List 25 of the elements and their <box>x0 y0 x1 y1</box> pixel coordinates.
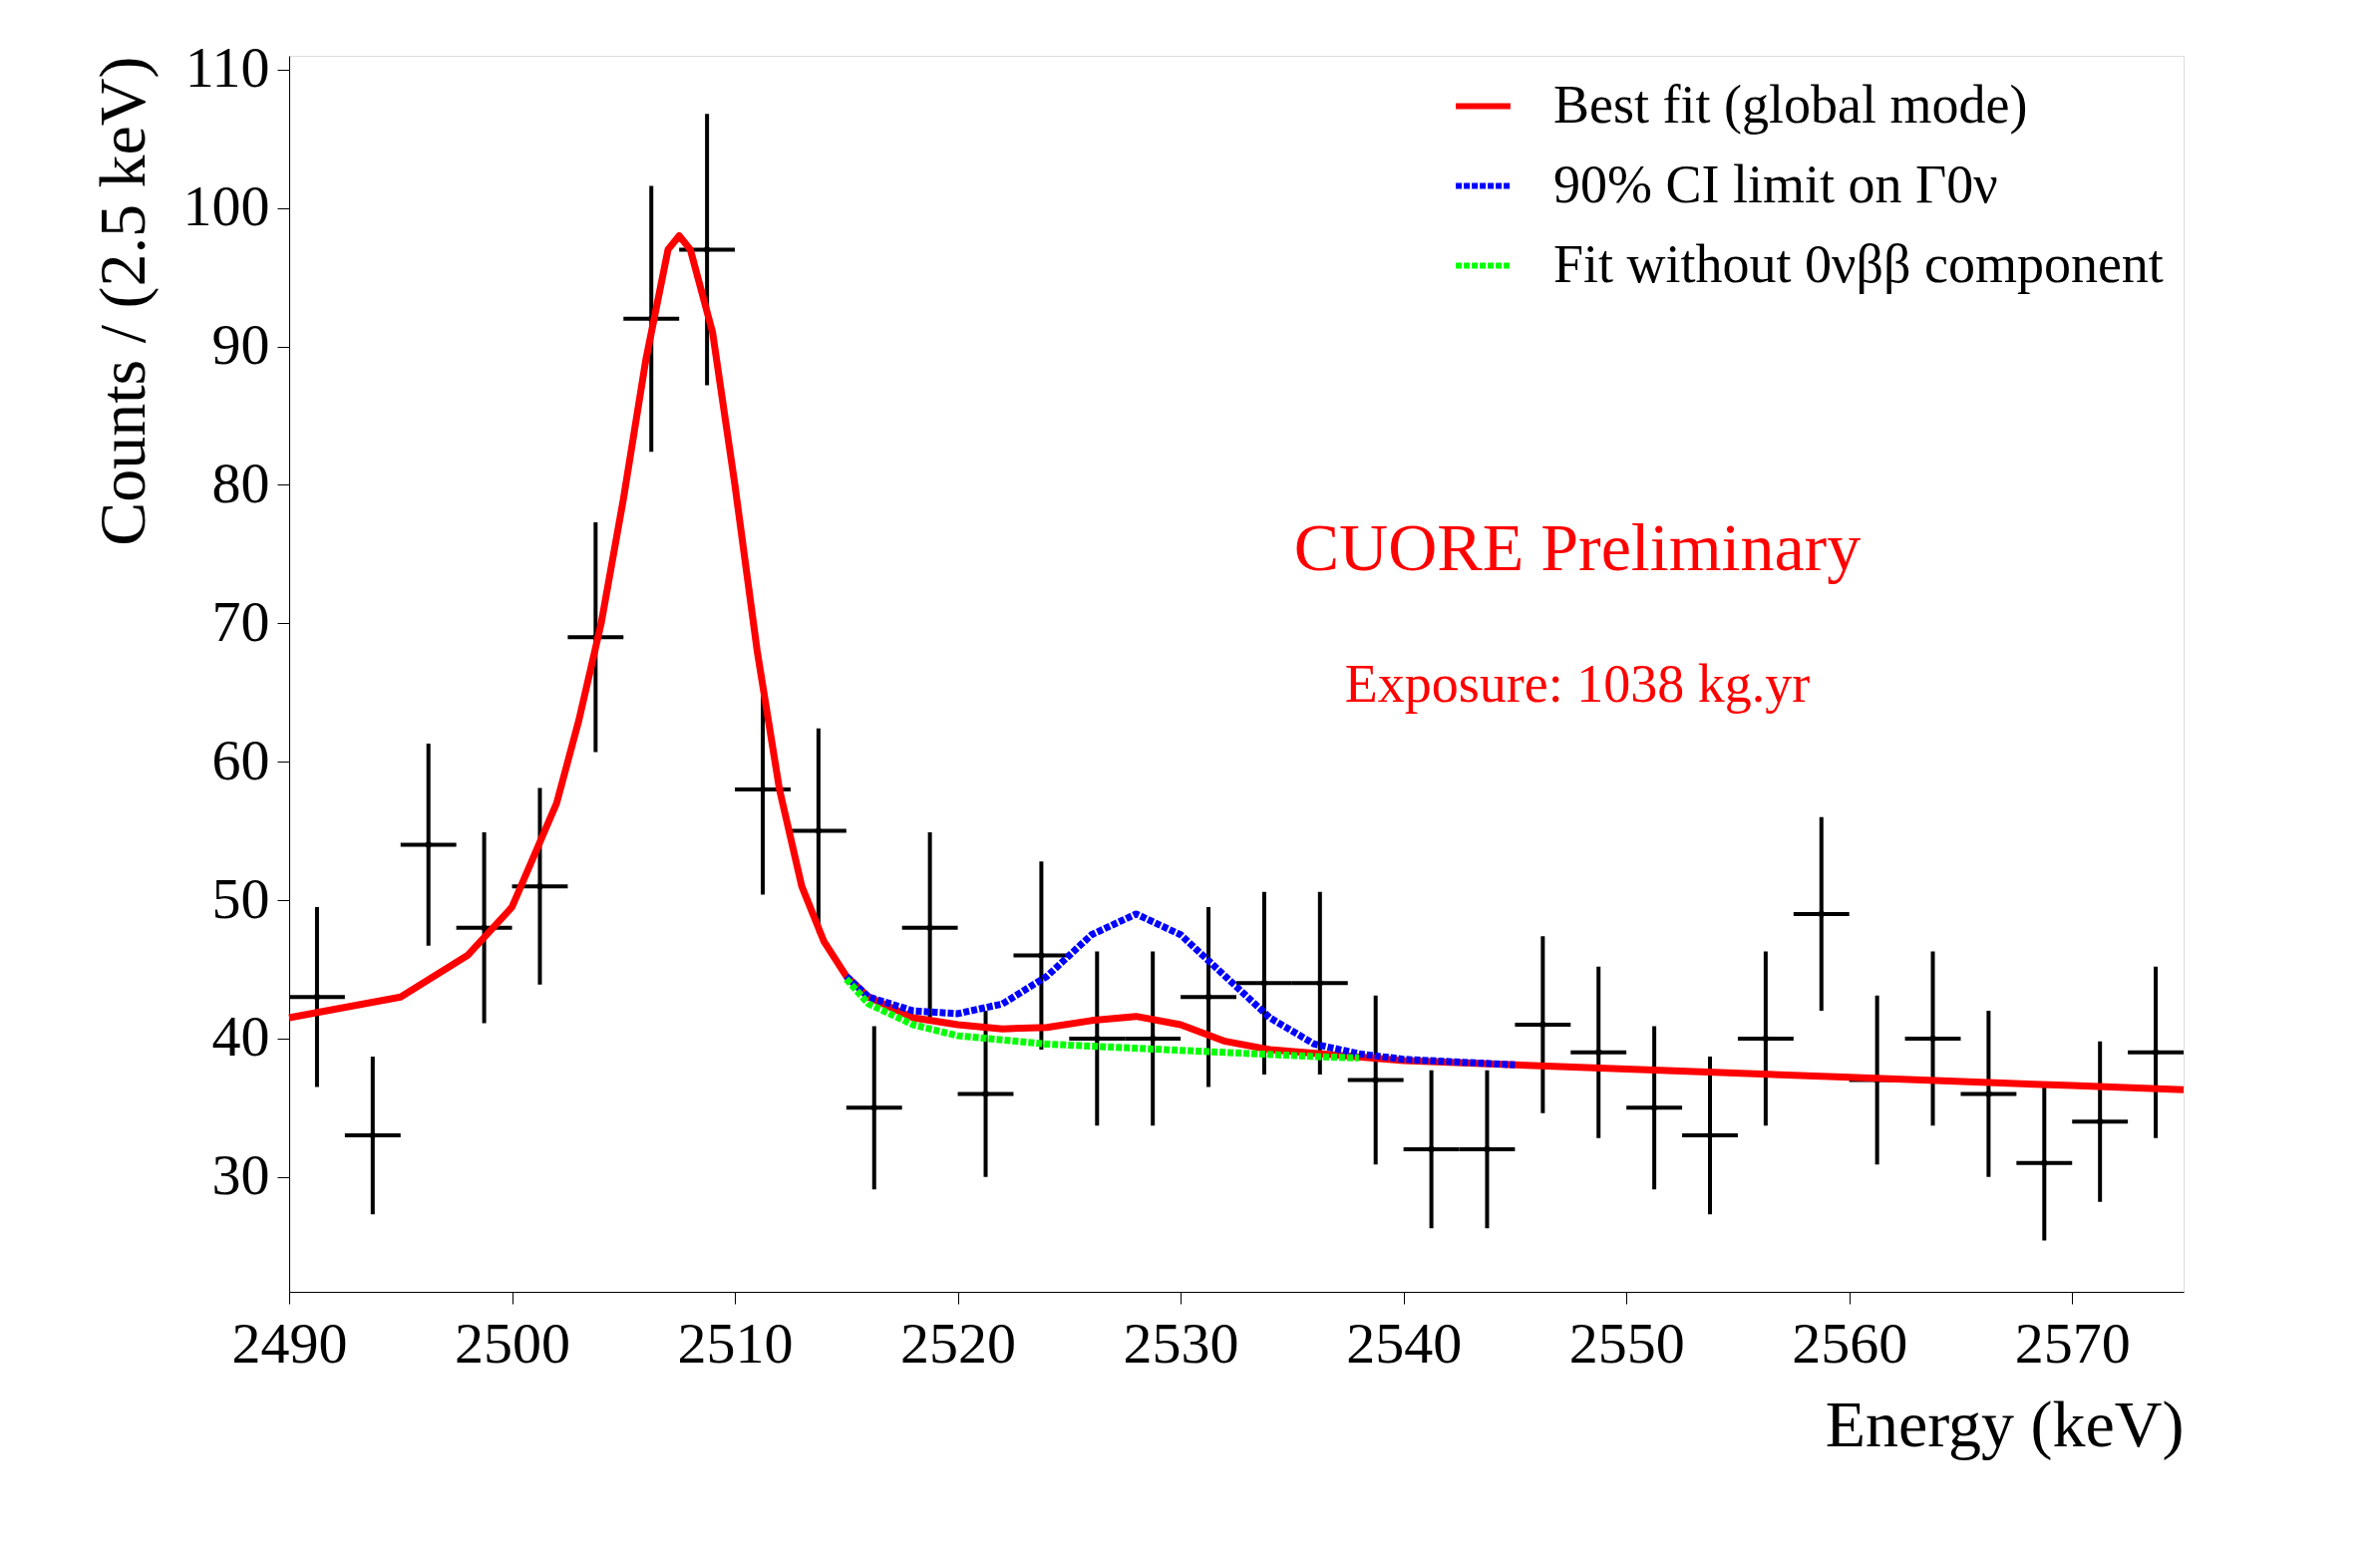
x-tick-label: 2500 <box>455 1310 571 1376</box>
x-tick-label: 2540 <box>1346 1310 1463 1376</box>
legend-label: 90% CI limit on Γ0ν <box>1553 154 1998 214</box>
y-tick-label: 110 <box>184 35 270 101</box>
legend-label: Fit without 0νββ component <box>1553 233 2164 294</box>
annotation: CUORE Preliminary <box>1293 509 1862 585</box>
y-axis-title: Counts / (2.5 keV) <box>85 56 160 546</box>
x-tick-label: 2510 <box>677 1310 794 1376</box>
x-tick-label: 2520 <box>900 1310 1017 1376</box>
y-tick-label: 50 <box>211 865 270 931</box>
x-tick-label: 2570 <box>2014 1310 2131 1376</box>
y-tick-label: 90 <box>211 312 270 378</box>
x-axis-title: Energy (keV) <box>1825 1387 2185 1461</box>
y-tick-label: 40 <box>211 1004 270 1070</box>
y-tick-label: 80 <box>211 450 270 515</box>
y-tick-label: 60 <box>211 727 270 792</box>
annotation: Exposure: 1038 kg.yr <box>1344 654 1811 715</box>
y-tick-label: 100 <box>182 173 270 239</box>
y-tick-label: 70 <box>211 588 270 654</box>
x-tick-label: 2550 <box>1568 1310 1685 1376</box>
x-tick-label: 2530 <box>1123 1310 1239 1376</box>
x-tick-label: 2560 <box>1792 1310 1908 1376</box>
y-tick-label: 30 <box>211 1142 270 1208</box>
legend-label: Best fit (global mode) <box>1553 74 2028 135</box>
x-tick-label: 2490 <box>231 1310 348 1376</box>
